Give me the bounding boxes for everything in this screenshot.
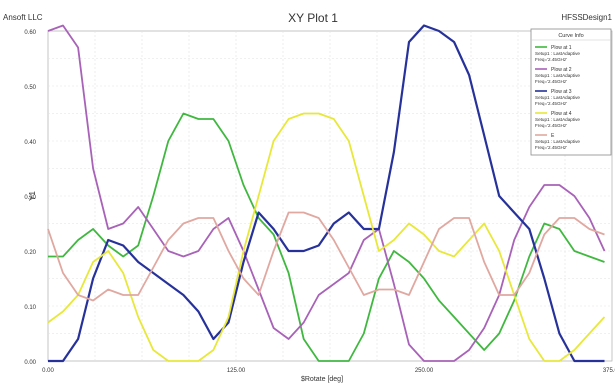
y-tick-label: 0.30 <box>24 195 36 201</box>
chart-title: XY Plot 1 <box>288 11 338 25</box>
legend-series-detail: Setup1 : LastAdaptive <box>535 95 580 100</box>
series-line-3 <box>48 24 605 363</box>
series-lines <box>47 24 606 363</box>
legend-series-detail: Setup1 : LastAdaptive <box>535 139 580 144</box>
legend-series-name: Plow at 4 <box>551 111 572 117</box>
x-tick-label: 0.00 <box>42 368 54 374</box>
legend-series-detail: Freq='2.45GHz' <box>535 123 567 128</box>
y-tick-label: 0.20 <box>24 250 36 256</box>
x-tick-label: 375.00 <box>603 368 615 374</box>
series-line-5 <box>47 211 605 302</box>
series-line-4 <box>47 112 606 362</box>
legend-series-detail: Freq='2.45GHz' <box>535 101 567 106</box>
legend-series-name: E <box>551 133 555 139</box>
y-axis-label: Y1 <box>28 191 37 201</box>
legend-series-detail: Setup1 : LastAdaptive <box>535 117 580 122</box>
legend-series-detail: Freq='2.45GHz' <box>535 145 567 150</box>
x-tick-label: 125.00 <box>227 368 246 374</box>
legend-series-name: Plow at 3 <box>551 89 572 95</box>
x-tick-label: 250.00 <box>415 368 434 374</box>
y-tick-label: 0.40 <box>24 140 36 146</box>
x-axis-label: $Rotate [deg] <box>301 376 343 383</box>
legend-series-name: Plow at 2 <box>551 67 572 73</box>
series-line-1 <box>48 112 605 362</box>
legend-series-detail: Freq='2.45GHz' <box>535 57 567 62</box>
tick-labels: 0.00 0.10 0.20 0.30 0.40 0.50 0.60 0.00 125.00 25… <box>24 30 615 374</box>
company-label: Ansoft LLC <box>3 13 43 22</box>
legend-series-detail: Freq='2.45GHz' <box>535 79 567 84</box>
y-tick-label: 0.10 <box>24 305 36 311</box>
legend-series-name: Plow at 1 <box>551 45 572 51</box>
y-tick-label: 0.60 <box>24 30 36 36</box>
y-tick-label: 0.00 <box>24 360 36 366</box>
legend-series-detail: Setup1 : LastAdaptive <box>535 73 580 78</box>
design-label: HFSSDesign1 <box>561 13 612 22</box>
legend-box <box>530 28 612 156</box>
legend-series-detail: Setup1 : LastAdaptive <box>535 51 580 56</box>
series-line-2 <box>47 24 606 362</box>
grid <box>48 31 612 361</box>
y-tick-label: 0.50 <box>24 85 36 91</box>
legend-title: Curve Info <box>558 33 583 39</box>
